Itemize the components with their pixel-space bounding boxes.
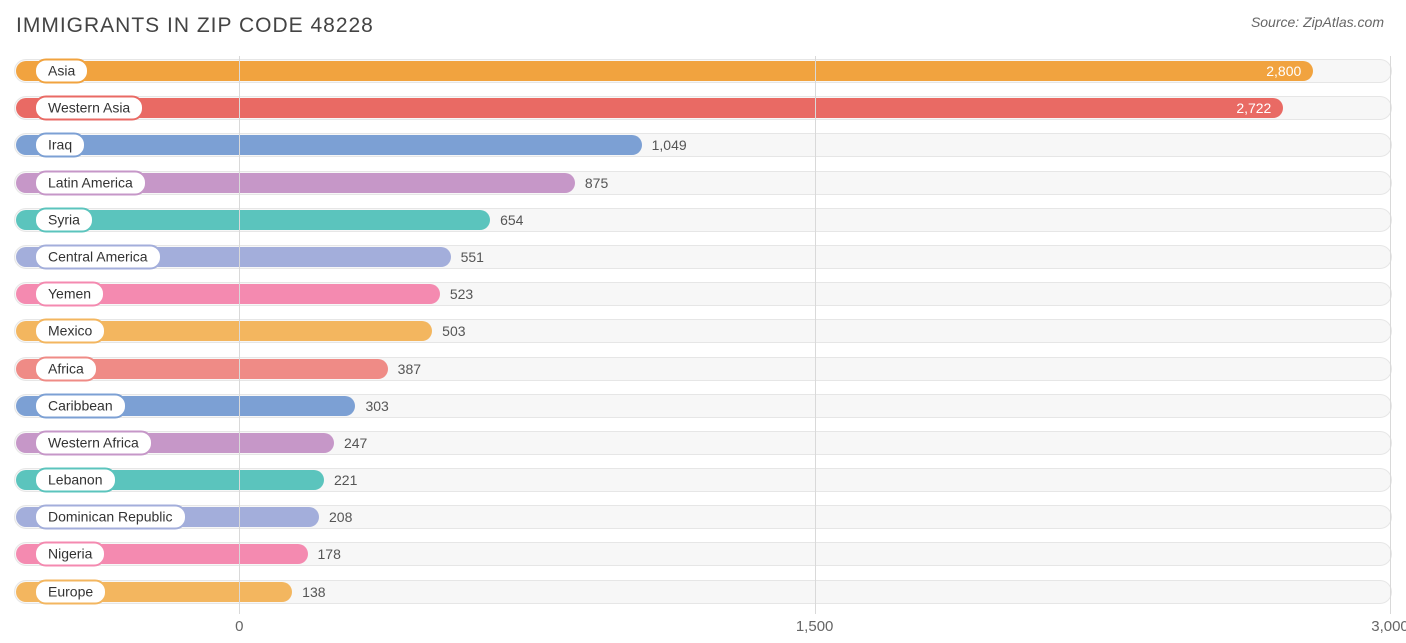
bar-row: Mexico 503 (14, 316, 1392, 346)
bar-value: 875 (585, 175, 608, 191)
bar-value: 303 (365, 398, 388, 414)
bar-value: 2,722 (1236, 100, 1271, 116)
plot-area: Asia 2,800 Western Asia 2,722 Iraq 1,049 Latin… (14, 56, 1392, 616)
bar-label-pill: Iraq (34, 133, 86, 158)
bar-value: 138 (302, 584, 325, 600)
bar-label-pill: Lebanon (34, 468, 117, 493)
bar-row: Western Africa 247 (14, 428, 1392, 458)
bar-value: 178 (318, 546, 341, 562)
bar-row: Caribbean 303 (14, 391, 1392, 421)
bar (16, 98, 1283, 118)
bar-row: Dominican Republic 208 (14, 502, 1392, 532)
bar-value: 523 (450, 286, 473, 302)
bar-label-pill: Western Africa (34, 430, 153, 455)
bar-value: 221 (334, 472, 357, 488)
bar-value: 2,800 (1266, 63, 1301, 79)
bar-value: 1,049 (652, 137, 687, 153)
bar-row: Nigeria 178 (14, 539, 1392, 569)
bar-label-pill: Syria (34, 207, 94, 232)
bar-label-pill: Central America (34, 244, 162, 269)
gridline (1390, 56, 1391, 614)
bar-label-pill: Asia (34, 59, 89, 84)
bar-row: Syria 654 (14, 205, 1392, 235)
bar-label-pill: Western Asia (34, 96, 144, 121)
bar-row: Asia 2,800 (14, 56, 1392, 86)
bar-value: 208 (329, 509, 352, 525)
bar-row: Iraq 1,049 (14, 130, 1392, 160)
bar-label-pill: Dominican Republic (34, 505, 187, 530)
bar-row: Western Asia 2,722 (14, 93, 1392, 123)
bar-row: Central America 551 (14, 242, 1392, 272)
bar-row: Europe 138 (14, 577, 1392, 607)
bar-label-pill: Latin America (34, 170, 147, 195)
gridline (239, 56, 240, 614)
bar (16, 135, 642, 155)
bar-label-pill: Yemen (34, 282, 105, 307)
bar-value: 247 (344, 435, 367, 451)
bar-value: 387 (398, 361, 421, 377)
bar-label-pill: Mexico (34, 319, 106, 344)
bar-label-pill: Europe (34, 579, 107, 604)
bars-group: Asia 2,800 Western Asia 2,722 Iraq 1,049 Latin… (14, 56, 1392, 607)
bar-value: 503 (442, 323, 465, 339)
bar-label-pill: Africa (34, 356, 98, 381)
bar-row: Africa 387 (14, 354, 1392, 384)
chart-title: IMMIGRANTS IN ZIP CODE 48228 (16, 14, 1392, 38)
bar-row: Yemen 523 (14, 279, 1392, 309)
gridline (815, 56, 816, 614)
bar-label-pill: Caribbean (34, 393, 127, 418)
bar-value: 654 (500, 212, 523, 228)
bar-label-pill: Nigeria (34, 542, 106, 567)
chart-container: IMMIGRANTS IN ZIP CODE 48228 Source: Zip… (0, 0, 1406, 643)
bar (16, 61, 1313, 81)
bar-value: 551 (461, 249, 484, 265)
chart-source: Source: ZipAtlas.com (1251, 14, 1384, 30)
bar-row: Lebanon 221 (14, 465, 1392, 495)
bar-row: Latin America 875 (14, 168, 1392, 198)
